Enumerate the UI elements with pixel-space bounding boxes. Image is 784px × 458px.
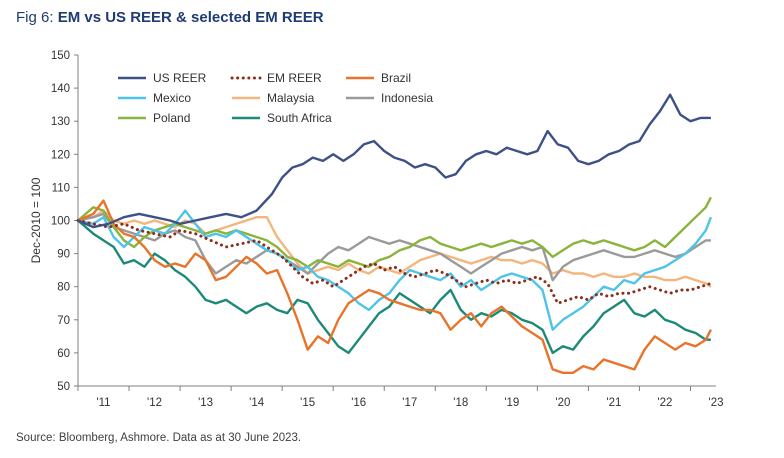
y-tick-label: 60 — [57, 348, 70, 360]
x-tick-label: '21 — [606, 397, 621, 409]
x-tick-label: '12 — [147, 397, 162, 409]
series-line-us-reer — [77, 93, 711, 229]
y-tick-label: 90 — [57, 249, 70, 261]
x-tick-label: '13 — [198, 397, 213, 409]
y-tick-label: 50 — [57, 381, 70, 393]
series-line-south-africa — [77, 219, 711, 355]
legend-label-south-africa: South Africa — [267, 111, 332, 125]
x-tick-label: '16 — [351, 397, 366, 409]
y-tick-label: 140 — [51, 83, 70, 95]
y-tick-label: 120 — [51, 149, 70, 161]
series-line-em-reer — [76, 219, 713, 305]
x-tick-label: '19 — [504, 397, 519, 409]
chart-series-lines — [76, 93, 713, 374]
figure-number: Fig 6: — [16, 9, 58, 26]
y-tick-label: 100 — [51, 216, 70, 228]
legend-label-brazil: Brazil — [381, 71, 411, 85]
y-axis-ticks: 50 60 70 80 90 100 110 120 130 140 150 — [51, 50, 78, 393]
legend-label-us-reer: US REER — [153, 71, 207, 85]
x-tick-label: '18 — [453, 397, 468, 409]
x-tick-label: '17 — [402, 397, 417, 409]
x-tick-label: '23 — [709, 397, 724, 409]
y-tick-label: 80 — [57, 282, 70, 294]
legend-label-indonesia: Indonesia — [381, 91, 433, 105]
legend-label-mexico: Mexico — [153, 91, 191, 105]
y-axis-title: Dec-2010 = 100 — [29, 177, 43, 263]
x-tick-label: '22 — [657, 397, 672, 409]
y-tick-label: 150 — [51, 50, 70, 62]
y-tick-label: 70 — [57, 315, 70, 327]
legend-label-poland: Poland — [153, 111, 190, 125]
y-tick-label: 110 — [52, 182, 70, 194]
series-line-mexico — [77, 209, 713, 331]
x-tick-label: '11 — [96, 397, 110, 409]
chart-legend: US REER EM REER Brazil Mexico Malaysia Indone… — [118, 71, 433, 125]
legend-label-malaysia: Malaysia — [267, 91, 315, 105]
figure-title: Fig 6: EM vs US REER & selected EM REER — [16, 9, 324, 26]
y-tick-label: 130 — [51, 116, 70, 128]
x-tick-label: '20 — [555, 397, 570, 409]
x-tick-label: '14 — [249, 397, 265, 409]
legend-label-em-reer: EM REER — [267, 71, 322, 85]
figure-title-text: EM vs US REER & selected EM REER — [57, 9, 324, 26]
series-line-indonesia — [77, 212, 711, 282]
x-axis-ticks: '11 '12 '13 '14 '15 '16 '17 '18 '19 '20 '21 '22 '23 — [77, 386, 724, 409]
x-tick-label: '15 — [300, 397, 315, 409]
source-note: Source: Bloomberg, Ashmore. Data as at 3… — [16, 432, 302, 444]
series-line-poland — [77, 196, 712, 268]
series-line-brazil — [77, 199, 712, 374]
